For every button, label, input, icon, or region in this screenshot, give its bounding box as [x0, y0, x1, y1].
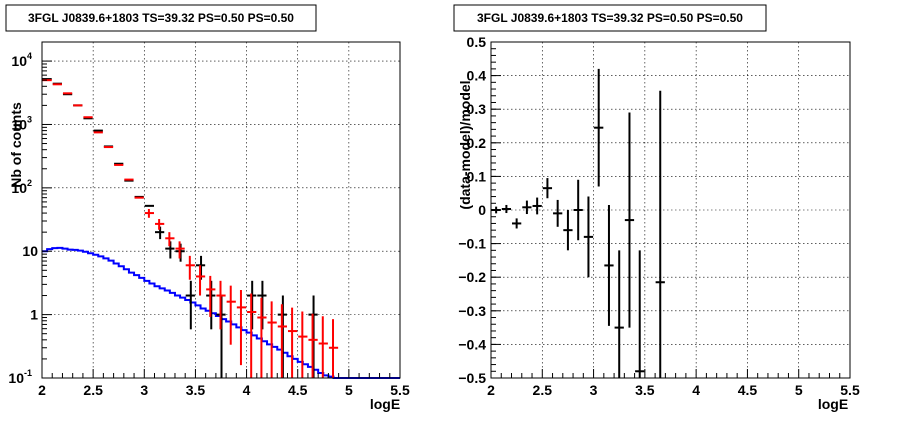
residual-point — [553, 199, 563, 227]
x-tick-label: 4.5 — [288, 382, 308, 398]
x-tick-label: 4 — [692, 382, 700, 398]
background-histogram — [42, 246, 400, 379]
residual-point — [512, 218, 522, 229]
y-axis-label: Nb of counts — [8, 102, 24, 188]
model-point — [298, 311, 308, 378]
residual-point — [635, 250, 645, 378]
x-axis-label: logE — [370, 396, 400, 412]
x-tick-label: 4.5 — [738, 382, 758, 398]
model-point — [226, 285, 236, 345]
y-tick-label: 10 — [22, 243, 38, 259]
model-point — [328, 319, 339, 378]
x-tick-label: 2 — [487, 382, 495, 398]
y-tick-label: 0.3 — [467, 101, 487, 117]
y-tick-label: 0.2 — [467, 135, 487, 151]
grid — [42, 42, 400, 378]
residual-point — [624, 112, 635, 328]
model-point — [247, 293, 257, 378]
title-box — [5, 4, 317, 32]
residual-point — [583, 196, 594, 278]
y-tick-label: −0.3 — [458, 303, 486, 319]
y-tick-label: 0.4 — [467, 68, 487, 84]
y-tick-label: −0.2 — [458, 269, 486, 285]
x-tick-label: 2.5 — [83, 382, 103, 398]
y-tick-label: 0.5 — [467, 34, 487, 50]
residual-point — [655, 90, 665, 378]
residual-point — [573, 179, 583, 241]
x-tick-label: 3 — [140, 382, 148, 398]
x-tick-label: 2 — [38, 382, 46, 398]
counts-panel: 3FGL J0839.6+1803 TS=39.32 PS=0.50 PS=0.… — [5, 4, 410, 412]
grid — [491, 42, 850, 378]
x-tick-label: 2.5 — [533, 382, 553, 398]
model-point — [185, 255, 195, 280]
model-point — [165, 232, 175, 247]
model-point — [175, 241, 185, 259]
data-point — [185, 280, 195, 330]
plot-area — [491, 68, 665, 378]
axis-ticks: 2 2.5 3 3.5 4 4.5 5 5.5 10-1 1 10 102 103 104 — [8, 51, 410, 398]
residual-point — [614, 250, 624, 378]
y-tick-label: 104 — [11, 51, 32, 69]
model-point — [155, 219, 165, 230]
plot-frame — [41, 41, 401, 379]
y-axis-label: (data-model)/model — [457, 80, 473, 209]
model-point — [257, 297, 267, 378]
model-point — [267, 301, 277, 378]
residual-point — [542, 178, 553, 199]
residual-point — [501, 204, 512, 214]
x-tick-label: 3 — [590, 382, 598, 398]
title-box — [453, 4, 767, 32]
y-tick-label: −0.1 — [458, 236, 486, 252]
residual-point — [604, 204, 614, 326]
model-point — [287, 307, 298, 378]
y-tick-label: 103 — [11, 114, 32, 132]
model-point — [195, 265, 206, 296]
y-tick-label: 102 — [11, 178, 32, 196]
x-tick-label: 5.5 — [390, 382, 410, 398]
model-point — [308, 313, 318, 378]
y-tick-label: 1 — [30, 307, 38, 323]
axis-ticks: 2 2.5 3 3.5 4 4.5 5 5.5 0.5 0.4 0.3 0.2 0.1 0 −0.1 −0.2… — [458, 34, 860, 398]
x-tick-label: 5.5 — [840, 382, 860, 398]
x-tick-label: 5 — [345, 382, 353, 398]
model-point — [277, 304, 287, 378]
model-point — [206, 275, 216, 317]
chart-title: 3FGL J0839.6+1803 TS=39.32 PS=0.50 PS=0.… — [477, 11, 743, 25]
model-point — [216, 280, 226, 330]
x-tick-label: 4 — [243, 382, 251, 398]
x-axis-label: logE — [818, 396, 848, 412]
plot-area — [42, 78, 400, 379]
model-point — [144, 209, 155, 218]
y-tick-label: 10-1 — [8, 368, 32, 386]
residual-point — [522, 200, 532, 215]
residual-panel: 3FGL J0839.6+1803 TS=39.32 PS=0.50 PS=0.… — [453, 4, 860, 412]
x-tick-label: 3.5 — [186, 382, 206, 398]
x-tick-label: 5 — [795, 382, 803, 398]
model-point — [318, 316, 328, 378]
chart-title: 3FGL J0839.6+1803 TS=39.32 PS=0.50 PS=0.… — [28, 11, 294, 25]
residual-point — [532, 197, 542, 215]
y-tick-label: 0 — [478, 202, 486, 218]
y-tick-label: −0.5 — [458, 370, 486, 386]
residual-point — [594, 68, 604, 187]
x-tick-label: 3.5 — [635, 382, 655, 398]
y-tick-label: −0.4 — [458, 336, 486, 352]
residual-point — [563, 210, 573, 251]
model-point — [236, 290, 247, 366]
y-tick-label: 0.1 — [467, 168, 487, 184]
